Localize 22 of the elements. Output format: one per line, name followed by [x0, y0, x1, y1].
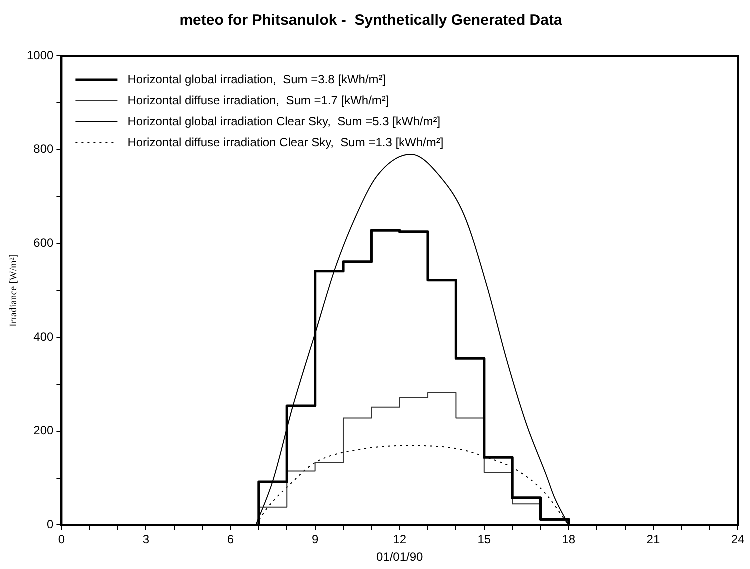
y-tick-label: 600 [34, 236, 54, 250]
y-tick-label: 400 [34, 330, 54, 344]
legend-label: Horizontal global irradiation Clear Sky, Sum =5.3 [kWh/m²] [128, 114, 441, 128]
y-tick-label: 1000 [26, 48, 54, 62]
chart-title: meteo for Phitsanulok - Synthetically Generated Data [180, 12, 563, 30]
legend-label: Horizontal diffuse irradiation Clear Sky, Sum =1.3 [kWh/m²] [128, 135, 444, 150]
x-tick-label: 18 [562, 532, 576, 547]
legend-label: Horizontal global irradiation, Sum =3.8 [kWh/m²] [128, 72, 386, 86]
x-axis-title: 01/01/90 [376, 550, 424, 564]
legend-label: Horizontal diffuse irradiation, Sum =1.7 [kWh/m²] [128, 93, 390, 108]
y-tick-label: 200 [34, 424, 54, 438]
y-axis-title: Irradiance [W/m²] [8, 254, 20, 327]
x-tick-label: 21 [646, 532, 660, 547]
x-tick-label: 12 [393, 532, 407, 547]
x-tick-label: 24 [731, 532, 745, 547]
y-tick-label: 0 [47, 518, 54, 532]
y-tick-label: 800 [34, 142, 54, 156]
x-tick-label: 15 [478, 532, 492, 547]
x-tick-label: 3 [142, 532, 150, 547]
x-tick-label: 0 [58, 532, 66, 547]
x-tick-label: 9 [312, 532, 319, 547]
x-tick-label: 6 [227, 532, 234, 547]
